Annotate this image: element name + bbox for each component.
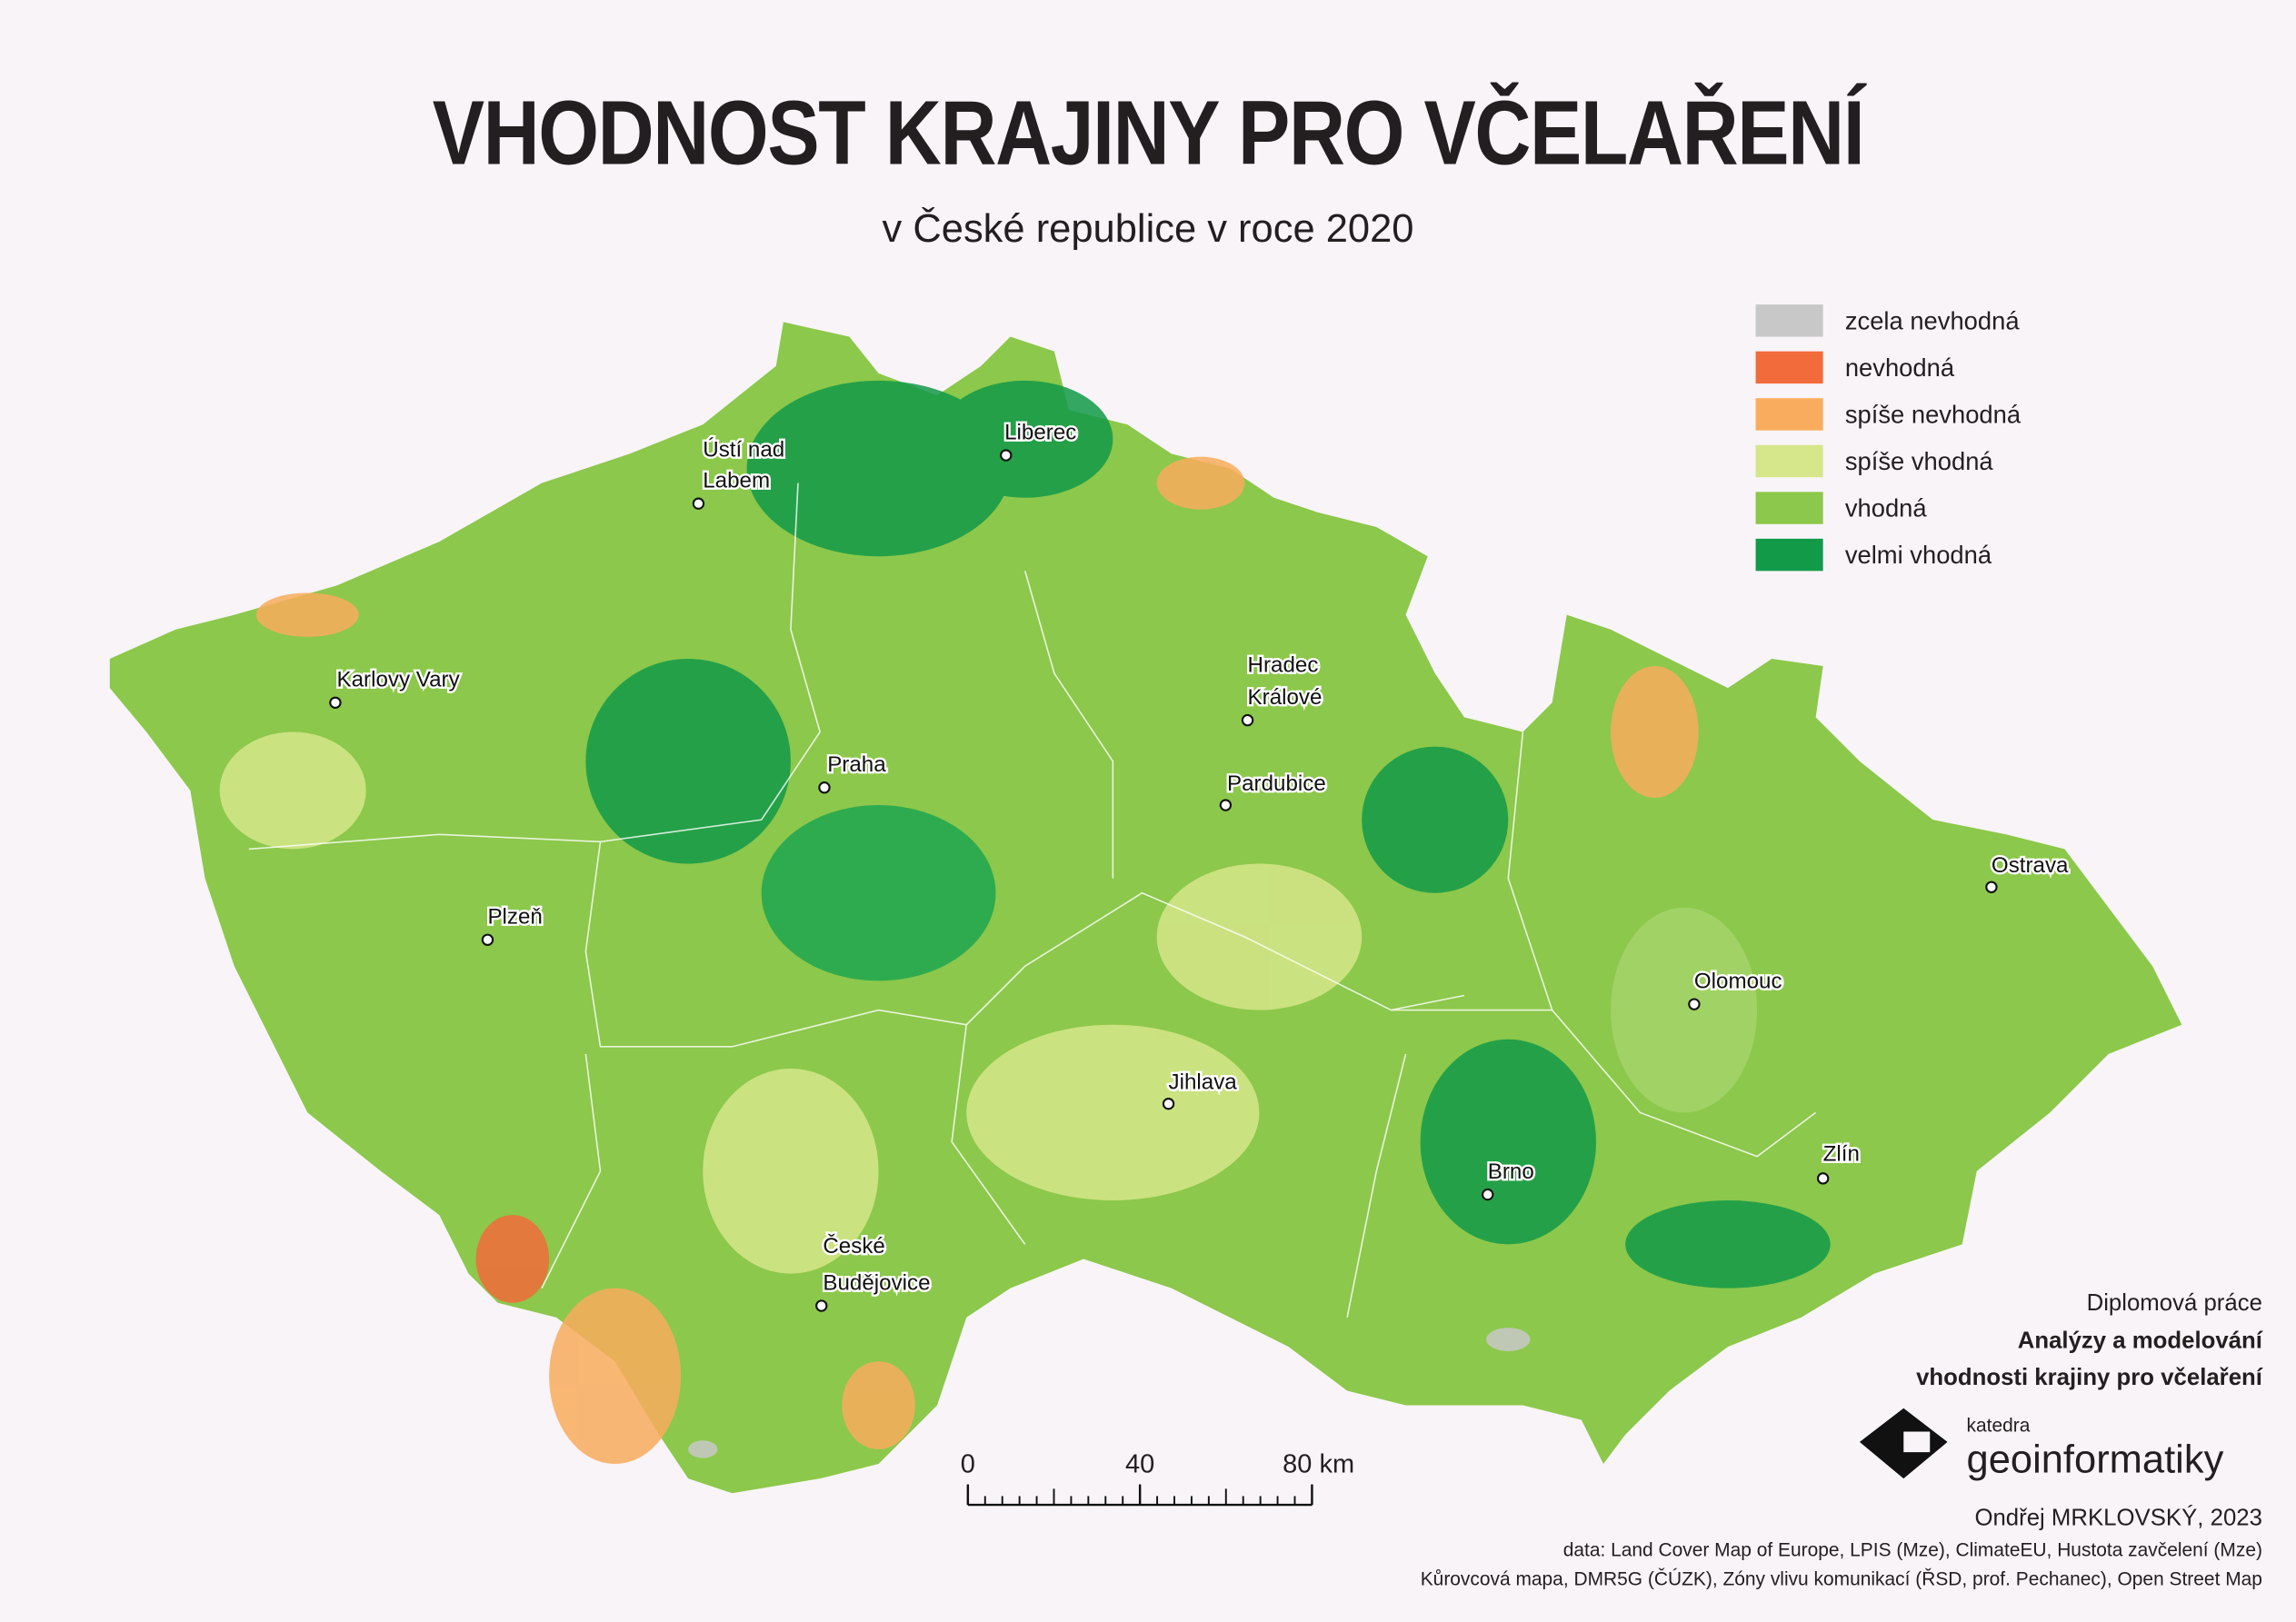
legend-swatch — [1755, 492, 1823, 524]
sources: Kůrovcová mapa, DMR5G (ČÚZK), Zóny vlivu… — [1421, 1569, 2262, 1590]
sources: data: Land Cover Map of Europe, LPIS (Mz… — [1563, 1539, 2262, 1560]
city-dot — [329, 696, 342, 709]
city-dot — [815, 1299, 828, 1312]
city-dot — [1241, 713, 1254, 727]
legend-label: spíše vhodná — [1845, 447, 1994, 475]
region-borders — [248, 483, 1817, 1318]
thesis-title: vhodnosti krajiny pro včelaření — [1916, 1365, 2263, 1390]
city-dot — [1000, 449, 1013, 462]
scale-bar: 0 40 80 km — [961, 1450, 1354, 1507]
city-label: Budějovice — [823, 1270, 930, 1295]
country-map — [109, 322, 2182, 1494]
city-dot — [1688, 998, 1701, 1010]
logo-small: katedra — [1967, 1416, 2031, 1437]
country-area — [109, 322, 2182, 1494]
logo-mark — [1859, 1408, 1948, 1479]
scale-label: 80 — [1283, 1450, 1312, 1479]
legend-swatch — [1755, 351, 1823, 384]
subtitle: v České republice v roce 2020 — [883, 205, 1414, 251]
city-label: Pardubice — [1227, 771, 1326, 796]
city-label: Králové — [1248, 685, 1323, 710]
thesis-type: Diplomová práce — [2087, 1290, 2262, 1316]
city-dot — [692, 497, 705, 510]
city-label: Olomouc — [1694, 969, 1782, 993]
city-label: Ostrava — [1992, 853, 2069, 878]
city-label: Plzeň — [487, 905, 542, 930]
city-label: Ústí nad — [703, 438, 784, 463]
legend-label: spíše nevhodná — [1845, 401, 2021, 429]
legend-swatch — [1755, 304, 1823, 337]
city-label: Hradec — [1248, 652, 1319, 677]
legend: zcela nevhodná nevhodná spíše nevhodná spíš… — [1755, 304, 2021, 572]
city-dot — [1162, 1098, 1175, 1110]
scale-unit: km — [1319, 1450, 1354, 1479]
legend-label: zcela nevhodná — [1845, 306, 2021, 334]
city-label: Brno — [1488, 1159, 1534, 1184]
city-label: Praha — [827, 752, 886, 777]
city-dot — [818, 781, 831, 794]
author: Ondřej MRKLOVSKÝ, 2023 — [1974, 1505, 2262, 1531]
legend-swatch — [1755, 444, 1823, 478]
city-label: České — [823, 1233, 884, 1259]
land-patches — [219, 380, 1831, 1464]
scale-label: 40 — [1125, 1450, 1154, 1479]
legend-label: nevhodná — [1845, 353, 1955, 382]
city-dot — [481, 933, 494, 946]
legend-swatch — [1755, 538, 1823, 572]
logo-large: geoinformatiky — [1967, 1438, 2224, 1482]
city-label: Labem — [703, 468, 770, 493]
city-dot — [1482, 1188, 1494, 1201]
city-label: Zlín — [1823, 1142, 1860, 1167]
city-label: Karlovy Vary — [337, 668, 461, 692]
thesis-title: Analýzy a modelování — [2018, 1328, 2263, 1354]
credits: Diplomová práce Analýzy a modelování vho… — [1421, 1290, 2263, 1590]
legend-label: vhodná — [1845, 494, 1928, 522]
legend-swatch — [1755, 398, 1823, 431]
scale-label: 0 — [961, 1450, 975, 1479]
city-dot — [1985, 881, 1998, 893]
cities: Ústí nad Labem Liberec Karlovy Vary Hradec Kr… — [329, 418, 2071, 1312]
title: VHODNOST KRAJINY PRO VČELAŘENÍ — [433, 82, 1867, 184]
city-label: Liberec — [1004, 420, 1076, 444]
legend-label: velmi vhodná — [1845, 541, 1992, 569]
city-label: Jihlava — [1169, 1070, 1238, 1095]
city-dot — [1816, 1172, 1830, 1185]
city-dot — [1219, 799, 1233, 811]
